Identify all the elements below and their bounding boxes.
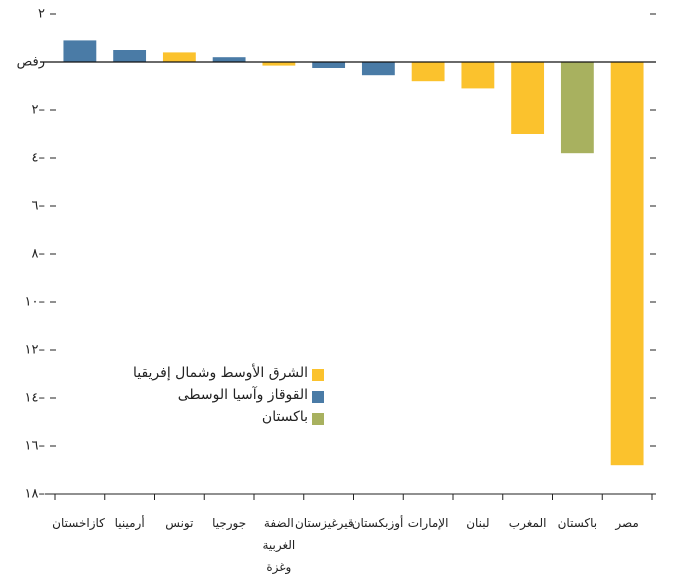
x-tick-label: باكستان — [557, 516, 598, 530]
x-tick-label: لبنان — [466, 516, 490, 530]
x-tick-label: مصر — [615, 516, 639, 530]
bar — [610, 62, 644, 466]
legend-swatch — [312, 391, 324, 403]
x-tick-label: الضفة الغربية وغزة — [262, 516, 296, 574]
legend-label: الشرق الأوسط وشمال إفريقيا — [132, 365, 308, 381]
x-tick-label: تونس — [165, 516, 194, 530]
bar — [411, 62, 445, 82]
legend-swatch — [312, 369, 324, 381]
bar — [63, 40, 97, 62]
y-tick-label: ١٠– — [25, 295, 45, 310]
bar — [511, 62, 545, 134]
y-tick-label: ٤– — [32, 151, 45, 166]
y-tick-label: ٢– — [32, 103, 45, 118]
bar — [113, 50, 147, 62]
y-tick-label: ١٤– — [25, 391, 45, 406]
y-tick-label: ٢ — [38, 7, 45, 22]
legend-label: باكستان — [261, 409, 308, 425]
bar — [262, 62, 296, 66]
x-tick-label: أرمينيا — [114, 516, 145, 530]
y-tick-label: صفر — [17, 55, 45, 70]
bar — [212, 57, 246, 62]
x-tick-label: قيرغيزستان — [294, 516, 354, 530]
x-tick-label: جورجيا — [212, 516, 247, 530]
bar — [461, 62, 495, 89]
legend-label: القوقاز وآسيا الوسطى — [177, 387, 308, 403]
bar — [312, 62, 346, 68]
y-tick-label: ٨– — [32, 247, 45, 262]
x-tick-label: الإمارات — [407, 516, 449, 530]
y-tick-label: ١٦– — [25, 439, 45, 454]
x-tick-label: أوزبكستان — [351, 516, 404, 530]
y-tick-label: ١٢– — [25, 343, 45, 358]
y-tick-label: ١٨– — [25, 487, 45, 502]
y-tick-label: ٦– — [32, 199, 45, 214]
bar — [560, 62, 594, 154]
bar — [361, 62, 395, 76]
bar — [162, 52, 196, 62]
legend-swatch — [312, 413, 324, 425]
x-tick-label: كازاخستان — [52, 516, 105, 530]
x-tick-label: المغرب — [508, 516, 547, 530]
